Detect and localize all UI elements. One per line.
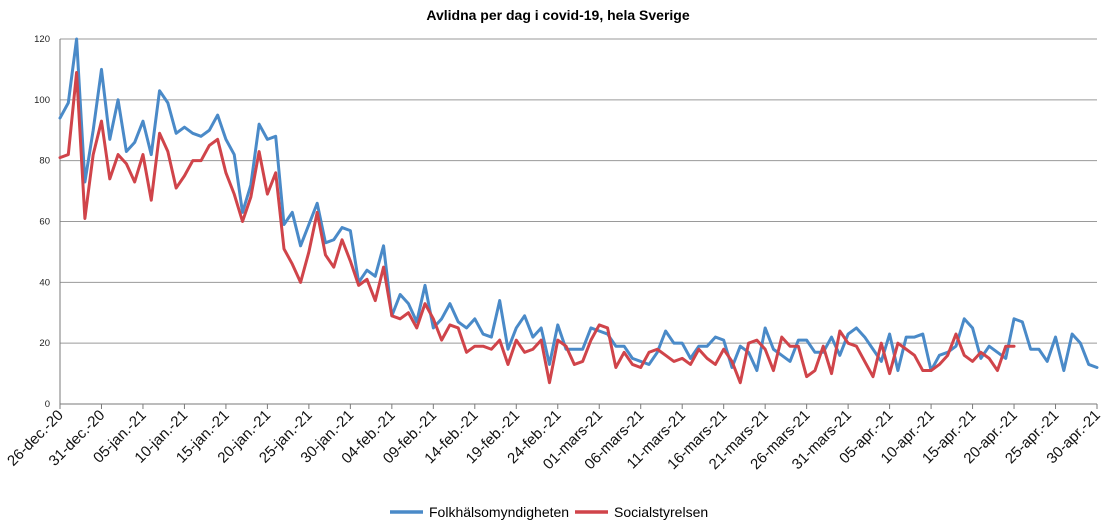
y-tick-label: 100 bbox=[34, 95, 50, 106]
legend-label: Socialstyrelsen bbox=[614, 504, 708, 520]
y-tick-label: 20 bbox=[39, 338, 50, 349]
series-line-socialstyrelsen bbox=[58, 70, 1016, 385]
legend: Folkhälsomyndigheten Socialstyrelsen bbox=[390, 504, 708, 520]
series-line-folkhalsomyndigheten bbox=[58, 37, 1099, 373]
axes bbox=[59, 39, 1097, 405]
chart-title: Avlidna per dag i covid-19, hela Sverige bbox=[426, 7, 689, 23]
y-tick-label: 80 bbox=[39, 156, 50, 167]
legend-label: Folkhälsomyndigheten bbox=[429, 504, 569, 520]
y-tick-label: 60 bbox=[39, 217, 50, 228]
grid-lines bbox=[60, 38, 1097, 344]
y-tick-label: 0 bbox=[45, 399, 50, 410]
y-tick-label: 120 bbox=[34, 34, 50, 45]
y-tick-label: 40 bbox=[39, 277, 50, 288]
y-axis-ticks: 0 20 40 60 80 100 120 bbox=[34, 34, 50, 410]
series-lines bbox=[58, 37, 1099, 385]
x-axis-ticks: 26-dec.-2031-dec.-2005-jan.-2110-jan.-21… bbox=[4, 404, 1104, 473]
